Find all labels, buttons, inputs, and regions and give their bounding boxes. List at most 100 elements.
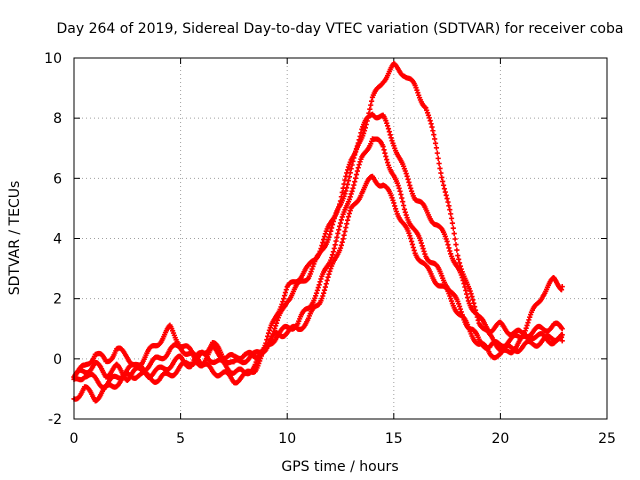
data-point	[389, 138, 395, 144]
data-point	[382, 150, 388, 156]
data-point	[355, 165, 361, 171]
data-point	[395, 182, 401, 189]
data-point	[456, 260, 463, 266]
data-point	[323, 281, 329, 287]
data-point	[330, 249, 336, 255]
data-point	[329, 255, 335, 261]
data-point	[315, 284, 321, 291]
data-point	[408, 235, 414, 242]
data-point	[320, 293, 326, 299]
data-point	[426, 115, 432, 121]
data-point	[384, 123, 391, 129]
data-point	[367, 106, 373, 112]
data-point	[337, 220, 344, 226]
data-point	[448, 295, 454, 302]
data-point	[559, 326, 565, 332]
data-point	[414, 87, 420, 93]
data-point	[397, 188, 403, 194]
data-point	[331, 245, 337, 251]
data-point	[408, 185, 414, 191]
series-day-4	[71, 173, 565, 380]
data-point	[446, 245, 452, 251]
data-point	[335, 230, 341, 237]
y-tick-label: -2	[48, 412, 62, 428]
data-point	[383, 153, 389, 160]
data-point	[344, 185, 350, 191]
data-point	[345, 217, 351, 223]
data-point	[325, 237, 331, 243]
x-tick-label: 5	[176, 431, 185, 447]
data-point	[408, 238, 415, 245]
data-point	[345, 181, 351, 188]
data-point	[353, 175, 359, 181]
data-point	[472, 304, 478, 310]
data-point	[525, 320, 531, 326]
data-point	[405, 176, 411, 182]
data-point	[357, 159, 363, 165]
data-point	[384, 156, 390, 163]
data-point	[348, 191, 354, 197]
data-point	[322, 231, 328, 237]
data-point	[344, 221, 350, 227]
x-tick-label: 20	[491, 431, 509, 447]
data-point	[400, 199, 406, 205]
data-point	[313, 293, 319, 299]
data-point	[366, 110, 372, 116]
data-point	[336, 227, 342, 233]
data-point	[356, 162, 362, 168]
data-point	[337, 245, 344, 251]
data-point	[417, 237, 424, 244]
data-point	[475, 317, 481, 323]
data-point	[443, 192, 449, 198]
data-point	[401, 206, 408, 212]
data-point	[407, 233, 413, 239]
data-point	[313, 290, 320, 296]
data-point	[349, 162, 355, 168]
data-point	[428, 121, 434, 127]
y-axis-label: SDTVAR / TECUs	[7, 181, 23, 296]
data-point	[446, 203, 452, 209]
data-point	[321, 236, 327, 243]
data-point	[352, 179, 358, 185]
data-point	[430, 128, 436, 134]
data-point	[380, 144, 386, 150]
y-tick-label: 0	[53, 352, 62, 368]
data-point	[442, 189, 448, 195]
data-point	[331, 215, 337, 221]
data-point	[403, 212, 409, 218]
data-point	[322, 284, 328, 290]
chart-title: Day 264 of 2019, Sidereal Day-to-day VTE…	[57, 21, 624, 37]
data-point	[406, 230, 412, 236]
data-point	[363, 121, 369, 128]
data-point	[425, 112, 432, 118]
data-point	[388, 135, 394, 141]
data-point	[407, 182, 413, 188]
data-point	[429, 124, 435, 130]
data-point	[364, 118, 370, 124]
data-point	[353, 149, 359, 155]
data-point	[451, 230, 457, 237]
data-point	[281, 293, 288, 299]
y-tick-label: 4	[53, 232, 62, 248]
data-point	[346, 174, 352, 180]
data-point	[526, 317, 532, 323]
data-point	[347, 207, 353, 214]
data-point	[436, 160, 442, 167]
data-point	[443, 236, 449, 242]
data-point	[273, 323, 279, 329]
data-point	[427, 118, 433, 124]
data-point	[419, 243, 425, 249]
data-point	[473, 311, 480, 317]
grid	[74, 58, 607, 419]
data-point	[320, 239, 326, 246]
data-point	[368, 98, 375, 104]
data-point	[327, 268, 333, 274]
data-point	[386, 129, 392, 135]
data-point	[404, 173, 410, 179]
data-point	[347, 170, 353, 176]
data-point	[391, 143, 397, 149]
data-point	[339, 214, 345, 220]
data-point	[351, 182, 357, 188]
data-point	[362, 125, 368, 131]
